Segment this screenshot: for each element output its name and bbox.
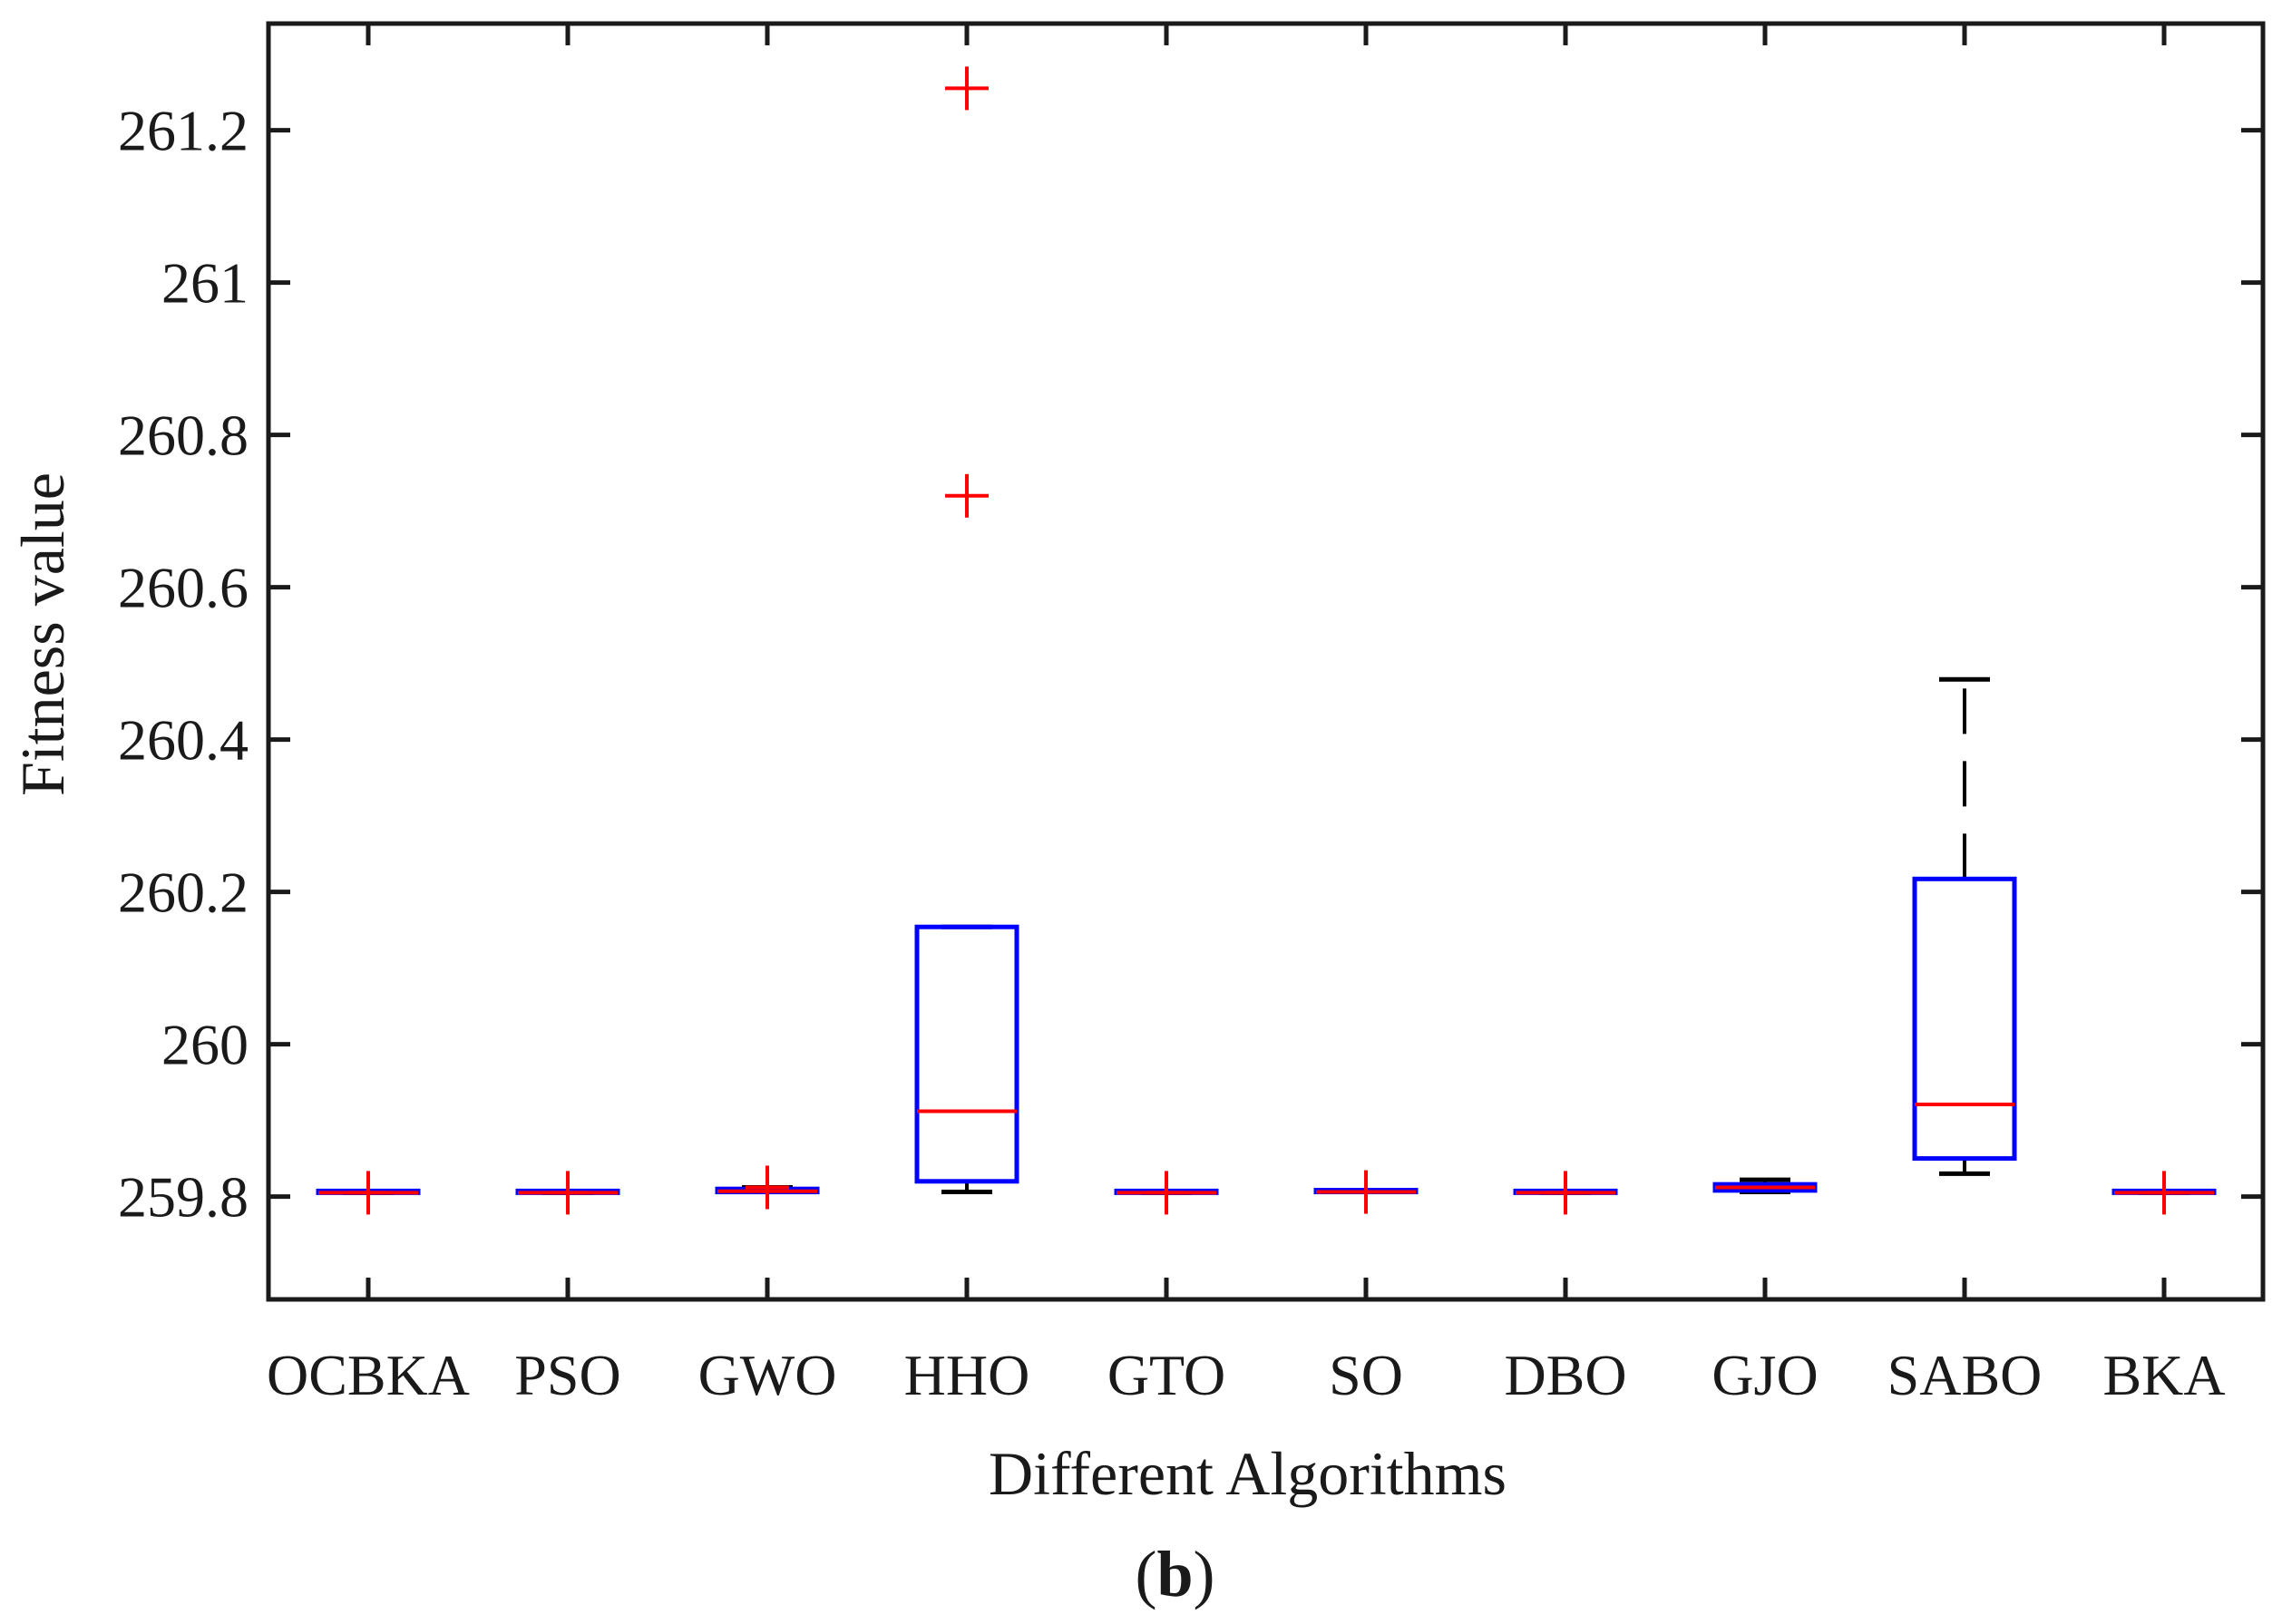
box-gwo (715, 1165, 820, 1210)
box-sabo (1912, 676, 2017, 1176)
y-tick-label: 260.8 (118, 404, 249, 468)
box-pso (515, 1171, 620, 1215)
box-hho (914, 66, 1019, 1195)
x-tick-label: OCBKA (267, 1343, 470, 1407)
plot-area-frame (266, 21, 2266, 1302)
box-so (1313, 1170, 1419, 1214)
y-tick-label: 259.8 (118, 1165, 249, 1230)
x-tick-label: PSO (514, 1343, 620, 1407)
x-tick-label: SO (1329, 1343, 1403, 1407)
x-axis-title: Different Algorithms (989, 1439, 1507, 1508)
x-tick-label: GTO (1107, 1343, 1225, 1407)
panel-letter: b (1156, 1538, 1193, 1610)
x-tick-label: HHO (904, 1343, 1030, 1407)
x-tick-label: SABO (1887, 1343, 2043, 1407)
x-tick-label: BKA (2102, 1343, 2225, 1407)
x-tick-labels: OCBKA PSO GWO HHO GTO SO DBO GJO SABO BKA (267, 1343, 2226, 1407)
y-axis-title: Fitness value (8, 472, 77, 796)
y-tick-label: 260.4 (118, 708, 249, 773)
y-tick-label: 260.6 (118, 556, 249, 620)
ticks-layer (268, 24, 2263, 1299)
box-iqr (914, 924, 1019, 1184)
y-tick-labels: 259.8 260 260.2 260.4 260.6 260.8 261 261.2 (118, 99, 249, 1230)
x-tick-label: DBO (1504, 1343, 1626, 1407)
y-tick-label: 261 (161, 251, 249, 316)
box-dbo (1513, 1171, 1618, 1215)
box-gto (1114, 1171, 1219, 1215)
box-bka (2111, 1171, 2217, 1215)
panel-label: (b) (1135, 1538, 1214, 1610)
box-gjo (1712, 1177, 1818, 1195)
x-tick-label: GWO (698, 1343, 837, 1407)
y-tick-label: 261.2 (118, 99, 249, 163)
x-tick-label: GJO (1712, 1343, 1818, 1407)
box-ocbka (316, 1171, 421, 1215)
boxes-layer (316, 66, 2217, 1215)
y-tick-label: 260.2 (118, 861, 249, 925)
box-iqr (1912, 876, 2017, 1162)
y-tick-label: 260 (161, 1013, 249, 1077)
